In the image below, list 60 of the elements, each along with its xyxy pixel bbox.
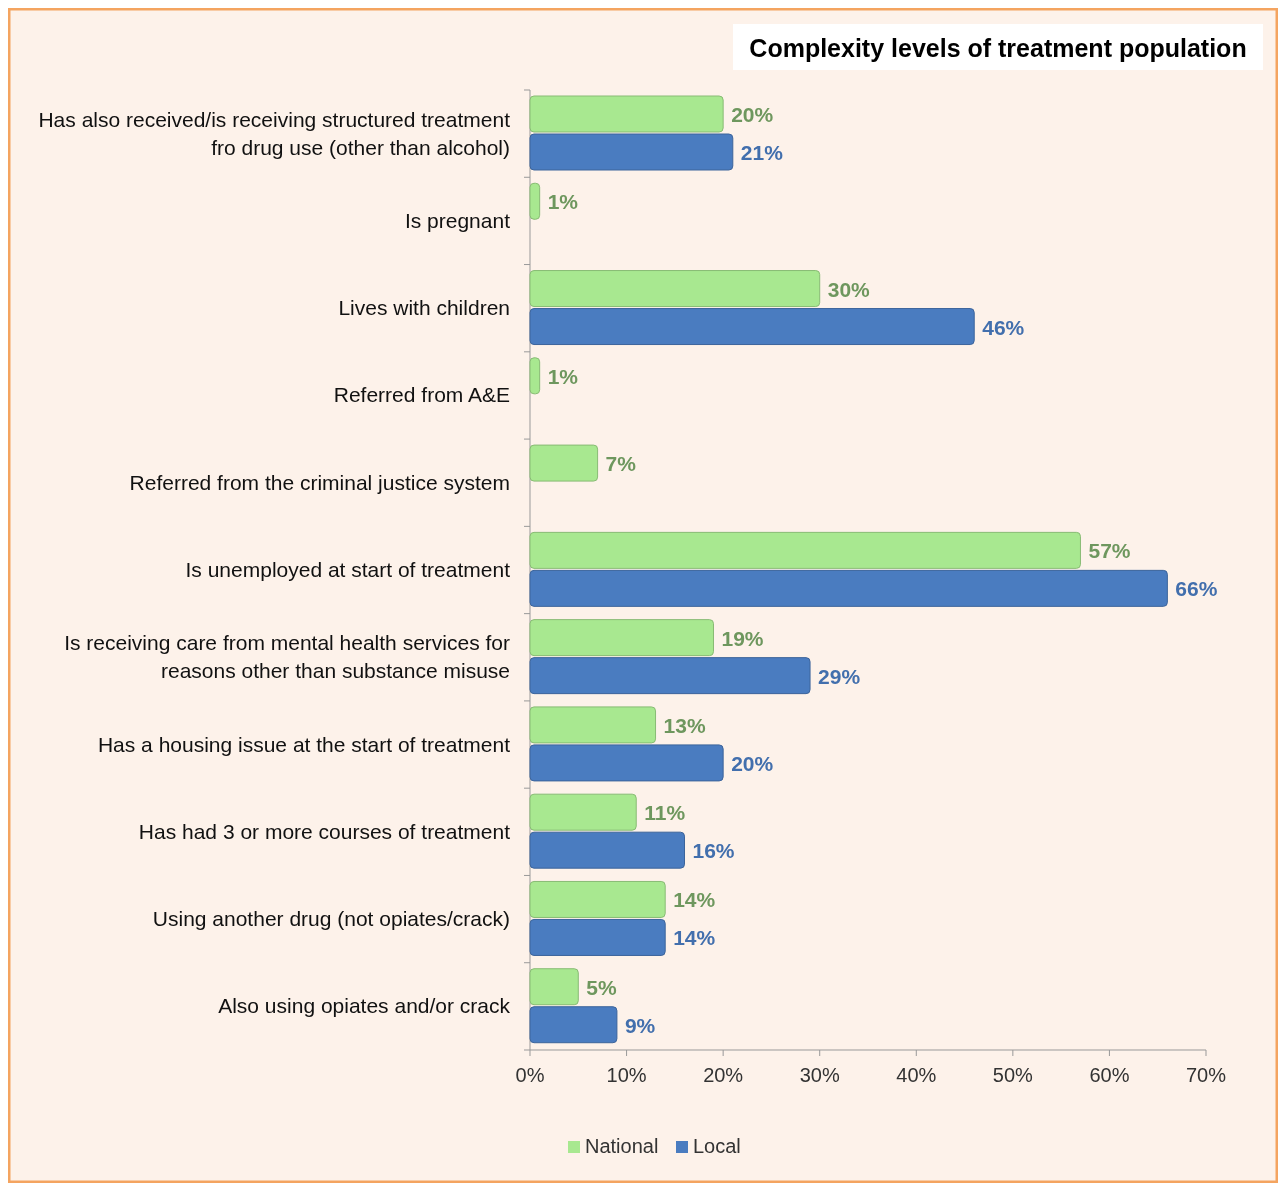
data-label: 20% — [731, 751, 774, 775]
y-tick-label: Lives with children — [338, 296, 510, 320]
data-label: 19% — [721, 626, 764, 650]
data-label: 29% — [818, 664, 861, 688]
x-tick-label: 0% — [515, 1064, 545, 1086]
y-tick-label: Has had 3 or more courses of treatment — [138, 819, 511, 843]
bar — [529, 880, 666, 918]
bar — [529, 706, 657, 744]
bar — [529, 968, 579, 1006]
data-label: 1% — [547, 190, 579, 214]
x-tick-label: 10% — [606, 1064, 647, 1086]
y-tick-label: Is pregnant — [404, 208, 511, 232]
data-label: 13% — [663, 713, 706, 737]
y-tick-label: Also using opiates and/or crack — [218, 994, 511, 1018]
x-tick-label: 60% — [1089, 1064, 1130, 1086]
legend-label: National — [585, 1135, 659, 1157]
data-label: 30% — [827, 277, 871, 301]
bar — [529, 531, 1081, 569]
x-tick-label: 40% — [896, 1064, 937, 1086]
bar — [529, 95, 724, 133]
legend-label: Local — [693, 1135, 741, 1157]
y-tick-label: Is unemployed at start of treatment — [185, 558, 511, 581]
bar — [529, 569, 1168, 607]
data-label: 14% — [673, 888, 716, 912]
x-tick-label: 30% — [799, 1064, 840, 1086]
y-tick-label: Using another drug (not opiates/crack) — [152, 907, 510, 931]
data-label: 21% — [740, 141, 784, 164]
data-label: 16% — [692, 839, 735, 863]
data-label: 57% — [1088, 539, 1131, 563]
y-tick-label: Referred from A&E — [333, 383, 510, 407]
x-tick-label: 50% — [992, 1064, 1034, 1086]
chart-title: Complexity levels of treatment population — [749, 34, 1247, 62]
data-label: 66% — [1175, 577, 1218, 601]
data-label: 9% — [624, 1013, 656, 1037]
data-label: 11% — [644, 801, 686, 825]
bar — [529, 270, 821, 308]
data-label: 20% — [731, 103, 774, 126]
bar — [529, 133, 734, 171]
bar — [529, 444, 599, 482]
y-tick-label: Has also received/is receiving structured treatment fro drug use (other than alcohol) — [38, 107, 511, 159]
x-tick-label: 70% — [1185, 1064, 1227, 1086]
x-tick-label: 20% — [703, 1064, 744, 1086]
data-label: 14% — [673, 926, 716, 950]
y-tick-label: Referred from the criminal justice system — [129, 470, 510, 494]
bar — [529, 657, 811, 695]
bar — [529, 1006, 618, 1044]
bar — [529, 308, 975, 346]
bar — [529, 619, 714, 657]
bar — [529, 182, 541, 220]
bar — [529, 918, 666, 956]
data-label: 7% — [605, 452, 637, 476]
bar — [529, 357, 541, 395]
data-label: 1% — [547, 364, 579, 388]
data-label: 46% — [982, 315, 1025, 339]
bar — [529, 793, 637, 831]
y-tick-label: Is receiving care from mental health services for reasons other than substance misuse — [64, 631, 510, 683]
bar — [529, 831, 686, 869]
data-label: 5% — [586, 975, 617, 999]
bar — [529, 744, 724, 782]
y-tick-label: Has a housing issue at the start of treatment — [97, 732, 511, 756]
